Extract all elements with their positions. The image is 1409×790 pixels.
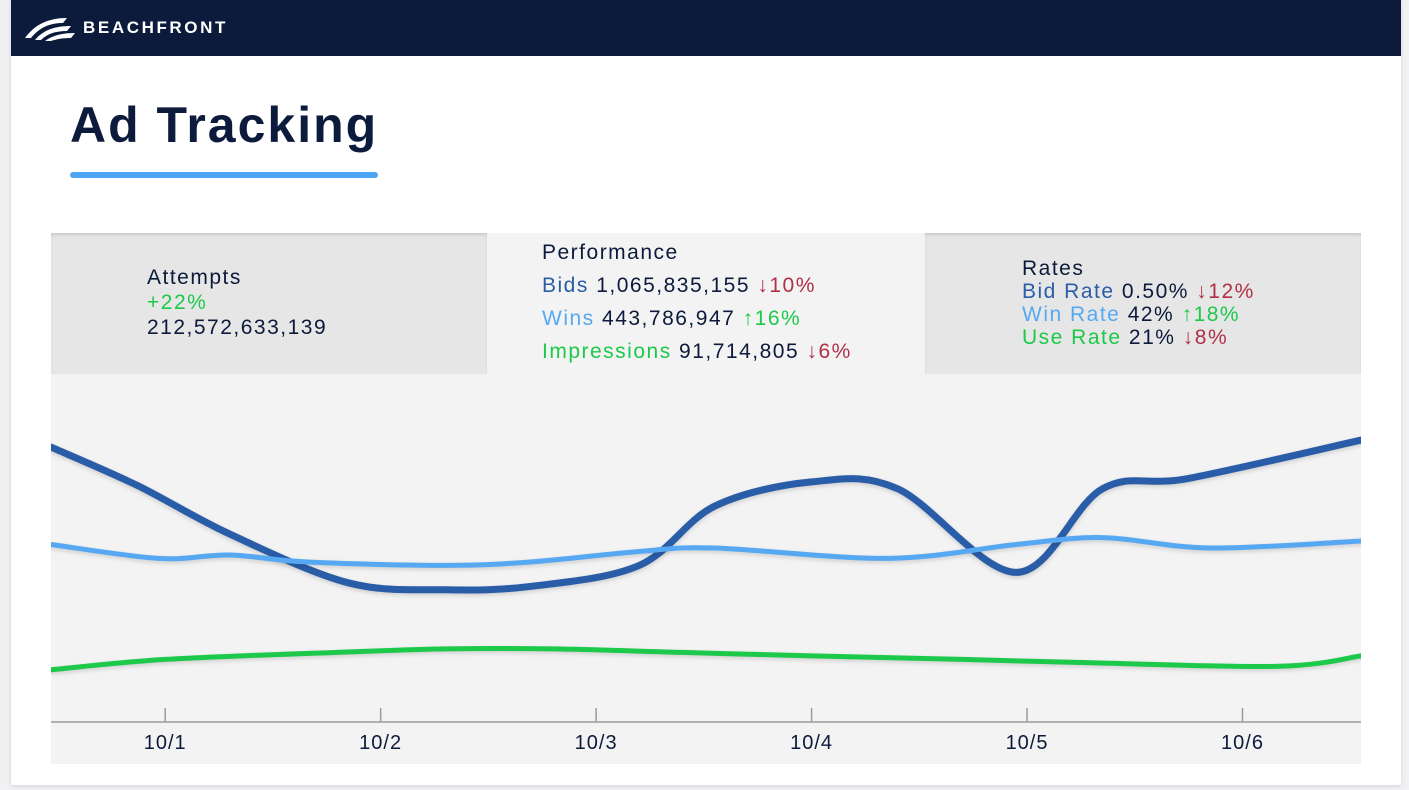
attempts-change: +22%: [147, 291, 208, 314]
use-rate-value: 21%: [1128, 326, 1176, 349]
impressions-label: Impressions: [542, 340, 672, 363]
bids-label: Bids: [542, 274, 589, 297]
bids-value: 1,065,835,155: [596, 274, 750, 297]
impressions-row: Impressions 91,714,805 ↓6%: [542, 340, 852, 364]
bid-rate-row: Bid Rate 0.50% ↓12%: [1022, 280, 1255, 304]
x-tick-label: 10/3: [575, 732, 618, 754]
use-rate-row: Use Rate 21% ↓8%: [1022, 326, 1228, 350]
win-rate-value: 42%: [1127, 303, 1175, 326]
wins-label: Wins: [542, 307, 595, 330]
x-tick-label: 10/4: [790, 732, 833, 754]
wins-change: ↑16%: [742, 307, 802, 330]
bid-rate-label: Bid Rate: [1022, 280, 1115, 303]
wins-value: 443,786,947: [602, 307, 736, 330]
rates-panel: Rates Bid Rate 0.50% ↓12% Win Rate 42% ↑…: [925, 233, 1361, 374]
impressions-change: ↓6%: [806, 340, 852, 363]
series-line-wins: [51, 535, 1361, 568]
brand-name: BEACHFRONT: [83, 18, 228, 37]
wins-row: Wins 443,786,947 ↑16%: [542, 307, 801, 331]
attempts-panel: Attempts +22% 212,572,633,139: [51, 233, 487, 374]
bid-rate-value: 0.50%: [1121, 280, 1189, 303]
series-line-impressions: [51, 645, 1361, 673]
rates-heading: Rates: [1022, 257, 1085, 280]
impressions-value: 91,714,805: [679, 340, 800, 363]
page-title: Ad Tracking: [70, 97, 379, 153]
bids-change: ↓10%: [757, 274, 816, 297]
bids-row: Bids 1,065,835,155 ↓10%: [542, 274, 816, 298]
chart-area: 10/110/210/310/410/510/610/7 Attempts +2…: [51, 233, 1361, 764]
performance-panel: Performance Bids 1,065,835,155 ↓10% Wins…: [487, 233, 925, 374]
x-tick-label: 10/1: [144, 732, 187, 754]
win-rate-row: Win Rate 42% ↑18%: [1022, 303, 1240, 327]
attempts-value: 212,572,633,139: [147, 316, 328, 339]
wave-logo-icon: [25, 18, 75, 41]
top-bar: BEACHFRONT: [11, 0, 1401, 56]
win-rate-label: Win Rate: [1022, 303, 1121, 326]
performance-heading: Performance: [542, 241, 679, 264]
page-frame: BEACHFRONT Ad Tracking 10/1 10/2 10/3 10/4 1…: [11, 0, 1401, 785]
win-rate-change: ↑18%: [1181, 303, 1241, 326]
attempts-label: Attempts: [147, 266, 242, 289]
x-tick-label: 10/6: [1221, 732, 1264, 754]
title-underline: [70, 172, 378, 178]
series-line-bids: [51, 436, 1361, 594]
bid-rate-change: ↓12%: [1196, 280, 1255, 303]
use-rate-label: Use Rate: [1022, 326, 1122, 349]
x-tick-label: 10/2: [359, 732, 402, 754]
x-tick-label: 10/5: [1006, 732, 1049, 754]
line-chart: 10/110/210/310/410/510/610/7: [51, 436, 1361, 754]
use-rate-change: ↓8%: [1182, 326, 1229, 349]
